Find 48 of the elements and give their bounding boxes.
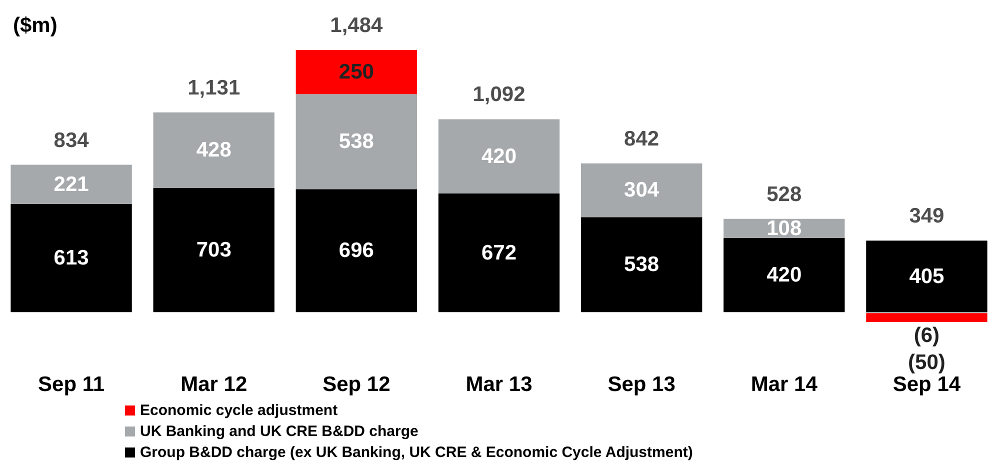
- data-label: 696: [338, 239, 374, 262]
- data-label: 538: [338, 130, 374, 154]
- total-label: 1,484: [330, 14, 384, 37]
- total-label: 842: [624, 127, 660, 150]
- bar: [10, 164, 132, 204]
- data-label: 304: [624, 178, 660, 202]
- bar: [296, 189, 418, 312]
- x-tick-label: Sep 13: [608, 373, 676, 396]
- legend-label: Group B&DD charge (ex UK Banking, UK CRE & Economic Cycle Adjustment): [140, 444, 693, 461]
- bar: [580, 163, 702, 218]
- data-label: (6): [914, 324, 940, 348]
- bar: [153, 188, 274, 312]
- chart-title: ($m): [13, 14, 58, 37]
- total-label: 528: [766, 182, 802, 206]
- legend-label: UK Banking and UK CRE B&DD charge: [140, 423, 418, 440]
- bar: [580, 217, 702, 312]
- total-label: 349: [909, 204, 944, 228]
- bar: [438, 193, 560, 312]
- data-label: 221: [54, 172, 90, 196]
- bar: [153, 112, 274, 188]
- bar: [296, 94, 418, 190]
- total-label: 834: [54, 128, 90, 152]
- legend-label: Economic cycle adjustment: [140, 402, 338, 419]
- data-label: (50): [908, 351, 946, 374]
- data-label: 420: [766, 264, 802, 287]
- total-label: 1,131: [188, 76, 240, 100]
- data-label: 672: [481, 241, 517, 264]
- x-tick-label: Sep 14: [892, 373, 961, 396]
- bar: [724, 238, 845, 312]
- total-label: 1,092: [472, 83, 526, 106]
- data-label: 613: [54, 246, 89, 270]
- bar: [866, 313, 988, 322]
- x-tick-label: Mar 14: [750, 373, 818, 396]
- x-tick-label: Sep 11: [38, 373, 105, 396]
- data-label: 703: [196, 238, 232, 262]
- bar: [866, 240, 988, 312]
- data-label: 428: [196, 138, 232, 162]
- data-label: 405: [909, 264, 945, 288]
- x-tick-label: Mar 12: [180, 373, 248, 396]
- bar: [10, 204, 132, 312]
- bar: [296, 50, 418, 94]
- data-label: 538: [624, 253, 660, 276]
- x-tick-label: Sep 12: [322, 373, 390, 396]
- bar: [438, 119, 560, 194]
- x-tick-label: Mar 13: [466, 373, 532, 396]
- data-label: 420: [481, 144, 517, 168]
- data-label: 250: [338, 60, 374, 84]
- data-label: 108: [766, 216, 802, 240]
